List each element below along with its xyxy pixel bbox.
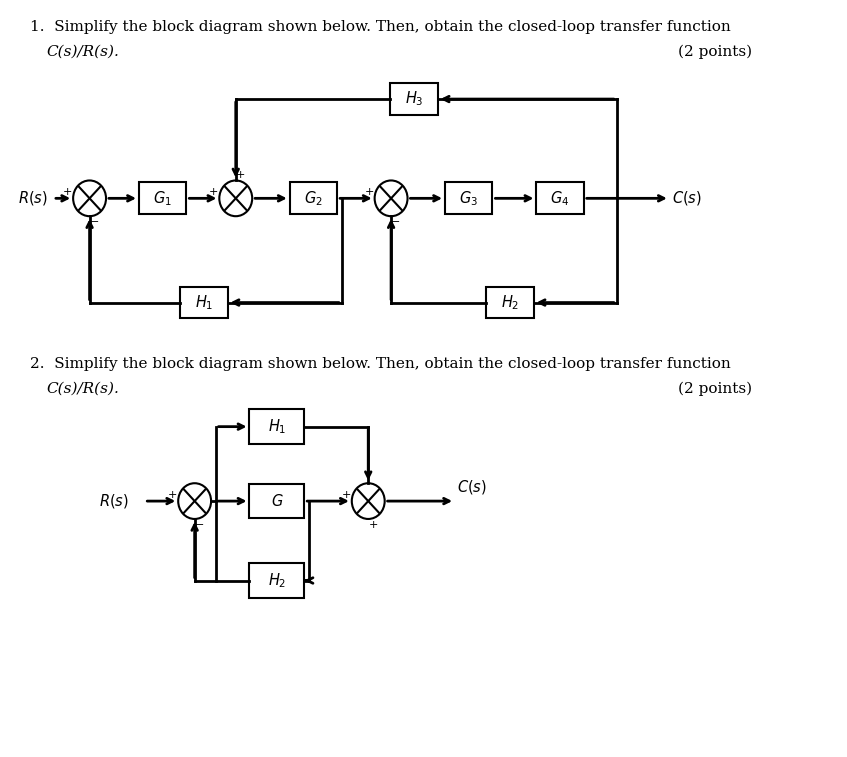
Text: $G_4$: $G_4$ — [551, 189, 570, 207]
Bar — [390, 83, 438, 115]
Text: $C(s)$: $C(s)$ — [457, 478, 487, 496]
Text: +: + — [364, 187, 374, 197]
Circle shape — [219, 180, 252, 217]
Bar — [139, 182, 186, 214]
Bar — [486, 287, 534, 319]
Text: C(s)/R(s).: C(s)/R(s). — [47, 382, 119, 396]
Circle shape — [374, 180, 407, 217]
Bar — [290, 182, 337, 214]
Text: $G$: $G$ — [270, 493, 283, 509]
Text: $H_2$: $H_2$ — [501, 293, 519, 312]
Text: $R(s)$: $R(s)$ — [19, 189, 48, 207]
Text: −: − — [391, 217, 401, 227]
Text: +: + — [168, 490, 177, 500]
Bar — [180, 287, 228, 319]
Text: $H_1$: $H_1$ — [195, 293, 213, 312]
Text: $R(s)$: $R(s)$ — [99, 492, 129, 510]
Text: +: + — [236, 170, 246, 179]
Text: −: − — [90, 217, 99, 227]
Text: $G_2$: $G_2$ — [304, 189, 323, 207]
Bar — [250, 410, 304, 444]
Text: (2 points): (2 points) — [678, 45, 752, 59]
Text: 2.  Simplify the block diagram shown below. Then, obtain the closed-loop transfe: 2. Simplify the block diagram shown belo… — [30, 357, 731, 371]
Text: 1.  Simplify the block diagram shown below. Then, obtain the closed-loop transfe: 1. Simplify the block diagram shown belo… — [30, 20, 731, 33]
Text: +: + — [209, 187, 219, 197]
Text: C(s)/R(s).: C(s)/R(s). — [47, 45, 119, 58]
Text: $H_3$: $H_3$ — [405, 90, 424, 108]
Text: $H_1$: $H_1$ — [268, 417, 286, 436]
Text: $C(s)$: $C(s)$ — [673, 189, 702, 207]
Circle shape — [73, 180, 106, 217]
Text: +: + — [341, 490, 351, 500]
Bar — [250, 484, 304, 519]
Bar — [445, 182, 492, 214]
Bar — [536, 182, 584, 214]
Text: (2 points): (2 points) — [678, 382, 752, 397]
Bar — [250, 563, 304, 598]
Circle shape — [178, 483, 211, 519]
Circle shape — [352, 483, 385, 519]
Text: $G_3$: $G_3$ — [459, 189, 479, 207]
Text: −: − — [195, 520, 204, 530]
Text: $H_2$: $H_2$ — [268, 572, 286, 590]
Text: $G_1$: $G_1$ — [153, 189, 172, 207]
Text: +: + — [368, 520, 378, 530]
Text: +: + — [63, 187, 72, 197]
